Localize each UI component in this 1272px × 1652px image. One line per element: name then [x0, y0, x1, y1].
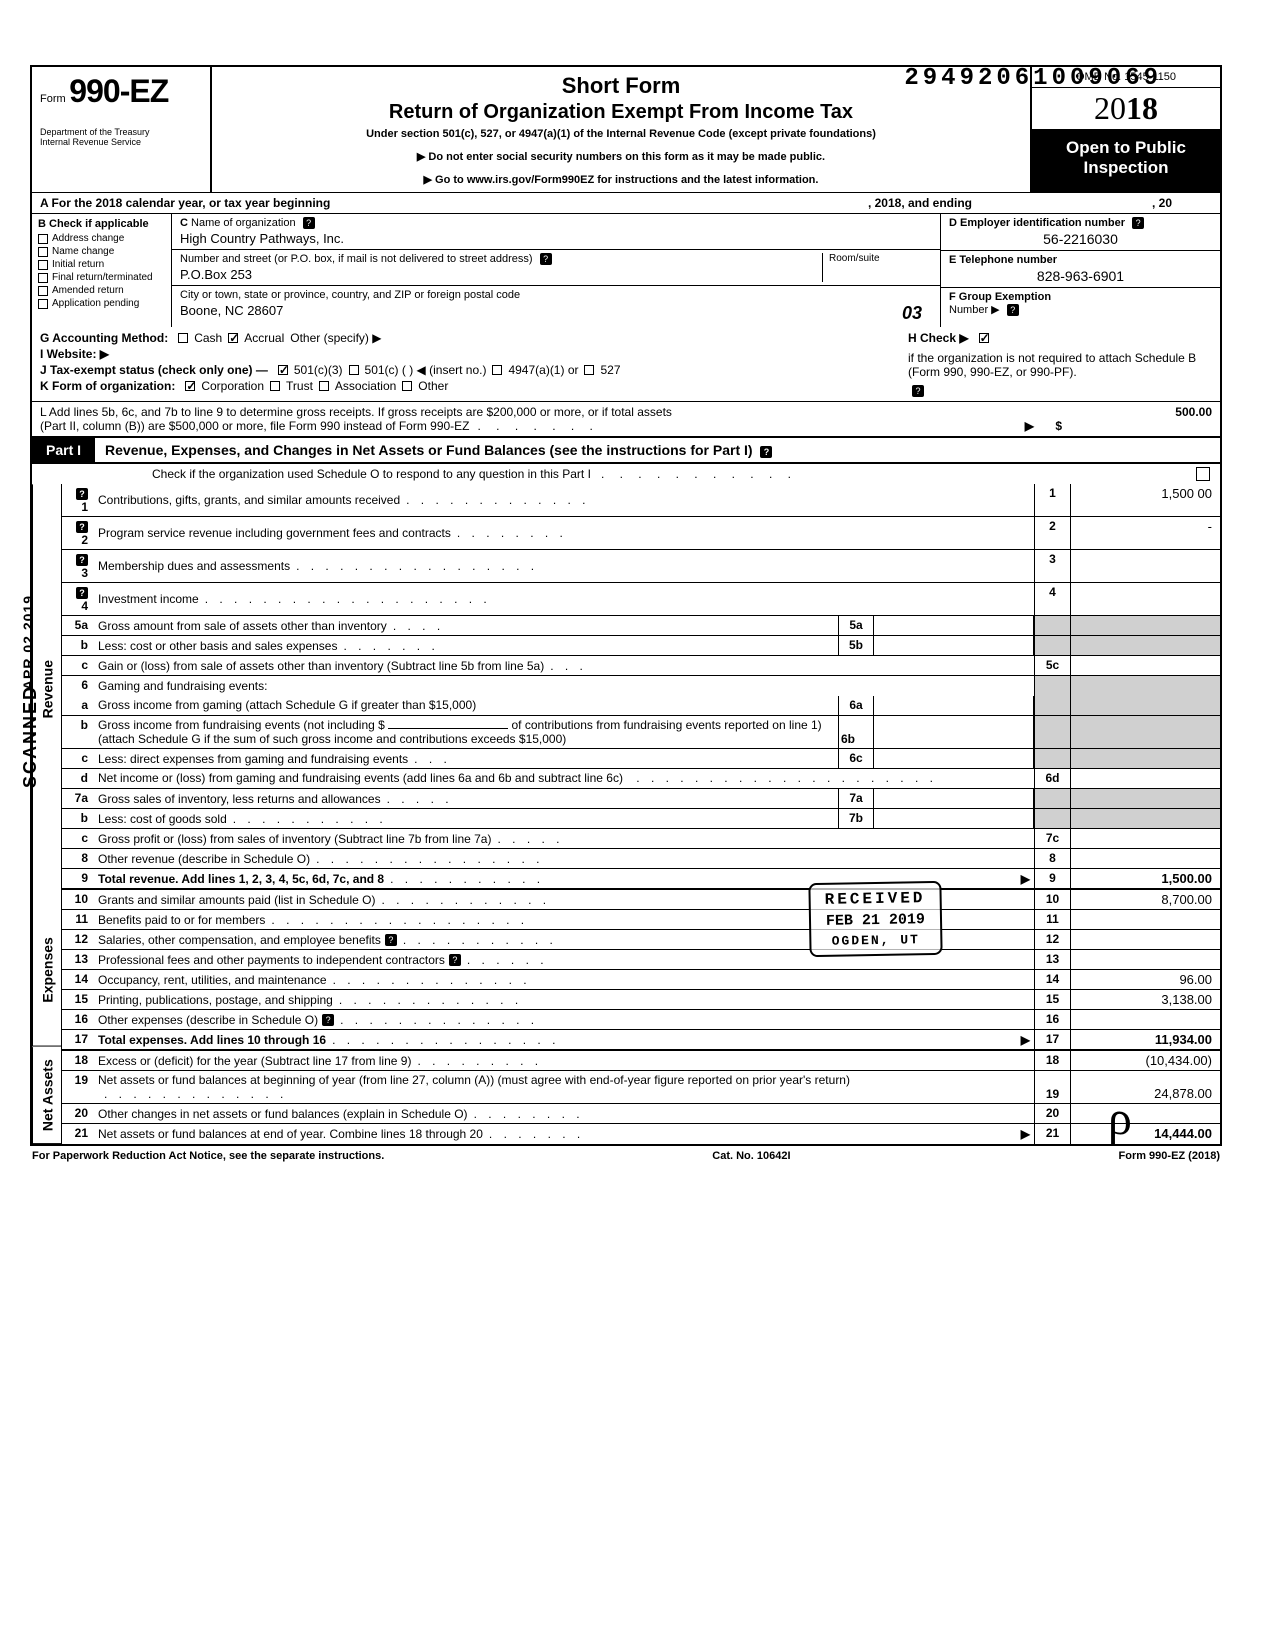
- chk-501c[interactable]: [349, 365, 359, 375]
- line1-val: 1,500 00: [1070, 484, 1220, 516]
- chk-address-change[interactable]: [38, 234, 48, 244]
- line-j: J Tax-exempt status (check only one) — 5…: [40, 363, 892, 377]
- chk-final-return[interactable]: [38, 273, 48, 283]
- line-l-value: 500.00: [1062, 405, 1212, 433]
- chk-application-pending[interactable]: [38, 299, 48, 309]
- help-icon[interactable]: ?: [76, 488, 88, 500]
- chk-accrual[interactable]: [228, 333, 238, 343]
- line2-val: -: [1070, 517, 1220, 549]
- line14-val: 96.00: [1070, 970, 1220, 989]
- line-i: I Website: ▶: [40, 347, 892, 361]
- line-h: H Check ▶ if the organization is not req…: [908, 331, 1212, 397]
- part1-table: Revenue Expenses Net Assets ? 1 Contribu…: [30, 484, 1222, 1146]
- help-icon[interactable]: ?: [449, 954, 461, 966]
- city-label: City or town, state or province, country…: [180, 289, 520, 301]
- help-icon[interactable]: ?: [303, 217, 315, 229]
- help-icon[interactable]: ?: [76, 554, 88, 566]
- help-icon[interactable]: ?: [76, 521, 88, 533]
- line4-val: [1070, 583, 1220, 615]
- chk-name-change[interactable]: [38, 247, 48, 257]
- chk-association[interactable]: [319, 381, 329, 391]
- line18-val: (10,434.00): [1070, 1051, 1220, 1070]
- city-note: 03: [902, 303, 922, 324]
- line-l: L Add lines 5b, 6c, and 7b to line 9 to …: [30, 402, 1222, 438]
- goto-link: ▶ Go to www.irs.gov/Form990EZ for instru…: [222, 173, 1020, 186]
- help-icon[interactable]: ?: [912, 385, 924, 397]
- chk-schedule-b[interactable]: [979, 333, 989, 343]
- section-f-label: F Group Exemption: [949, 291, 1051, 303]
- form-number: 990-EZ: [69, 73, 168, 109]
- line11-val: [1070, 910, 1220, 929]
- side-netassets: Net Assets: [32, 1047, 62, 1144]
- chk-corporation[interactable]: [185, 381, 195, 391]
- street-label: Number and street (or P.O. box, if mail …: [180, 253, 533, 265]
- line6d-val: [1070, 769, 1220, 788]
- chk-cash[interactable]: [178, 333, 188, 343]
- city-state-zip: Boone, NC 28607: [180, 303, 283, 324]
- section-b: B Check if applicable Address change Nam…: [32, 214, 172, 327]
- open-to-public: Open to Public Inspection: [1032, 130, 1220, 192]
- chk-amended[interactable]: [38, 286, 48, 296]
- line12-val: [1070, 930, 1220, 949]
- document-locator-number: 29492061009069: [904, 65, 1162, 92]
- form-prefix: Form: [40, 93, 66, 105]
- chk-4947[interactable]: [492, 365, 502, 375]
- line-g: G Accounting Method: Cash Accrual Other …: [40, 331, 892, 345]
- line9-val: 1,500.00: [1070, 869, 1220, 888]
- ein-value: 56-2216030: [949, 231, 1212, 247]
- line13-val: [1070, 950, 1220, 969]
- title-short-form: Short Form: [222, 73, 1020, 99]
- signature-mark: ρ: [1108, 1091, 1132, 1146]
- line-k: K Form of organization: Corporation Trus…: [40, 379, 892, 393]
- help-icon[interactable]: ?: [76, 587, 88, 599]
- section-d-label: D Employer identification number: [949, 217, 1125, 229]
- line8-val: [1070, 849, 1220, 868]
- help-icon[interactable]: ?: [540, 253, 552, 265]
- line5c-val: [1070, 656, 1220, 675]
- org-name: High Country Pathways, Inc.: [180, 231, 932, 246]
- chk-initial-return[interactable]: [38, 260, 48, 270]
- line19-val: 24,878.00: [1070, 1071, 1220, 1103]
- room-suite-label: Room/suite: [822, 253, 932, 282]
- received-stamp: RECEIVED FEB 21 2019 OGDEN, UT: [809, 881, 943, 957]
- help-icon[interactable]: ?: [760, 446, 772, 458]
- line3-val: [1070, 550, 1220, 582]
- line20-val: [1070, 1104, 1220, 1123]
- title-return: Return of Organization Exempt From Incom…: [222, 101, 1020, 124]
- tax-year: 20201818: [1032, 88, 1220, 130]
- phone-value: 828-963-6901: [949, 268, 1212, 284]
- help-icon[interactable]: ?: [322, 1014, 334, 1026]
- chk-schedule-o[interactable]: [1196, 467, 1210, 481]
- part1-header: Part I Revenue, Expenses, and Changes in…: [30, 438, 1222, 464]
- chk-other[interactable]: [402, 381, 412, 391]
- section-c-label: C Name of organization ?: [180, 217, 315, 229]
- chk-trust[interactable]: [270, 381, 280, 391]
- section-e-label: E Telephone number: [949, 254, 1057, 266]
- warning-ssn: ▶ Do not enter social security numbers o…: [222, 150, 1020, 163]
- help-icon[interactable]: ?: [1007, 304, 1019, 316]
- side-expenses: Expenses: [32, 894, 62, 1047]
- line21-val: 14,444.00: [1070, 1124, 1220, 1144]
- section-f-number: Number ▶: [949, 304, 1000, 316]
- irs-label: Internal Revenue Service: [40, 138, 202, 148]
- footer: For Paperwork Reduction Act Notice, see …: [30, 1146, 1222, 1166]
- line15-val: 3,138.00: [1070, 990, 1220, 1009]
- schedule-o-check: Check if the organization used Schedule …: [30, 464, 1222, 484]
- chk-527[interactable]: [584, 365, 594, 375]
- line10-val: 8,700.00: [1070, 890, 1220, 909]
- chk-501c3[interactable]: [278, 365, 288, 375]
- line7c-val: [1070, 829, 1220, 848]
- line17-val: 11,934.00: [1070, 1030, 1220, 1049]
- street-address: P.O.Box 253: [180, 267, 822, 282]
- help-icon[interactable]: ?: [1132, 217, 1144, 229]
- side-revenue: Revenue: [32, 484, 62, 894]
- line16-val: [1070, 1010, 1220, 1029]
- title-sub: Under section 501(c), 527, or 4947(a)(1)…: [222, 128, 1020, 140]
- line-a: A For the 2018 calendar year, or tax yea…: [30, 192, 1222, 214]
- help-icon[interactable]: ?: [385, 934, 397, 946]
